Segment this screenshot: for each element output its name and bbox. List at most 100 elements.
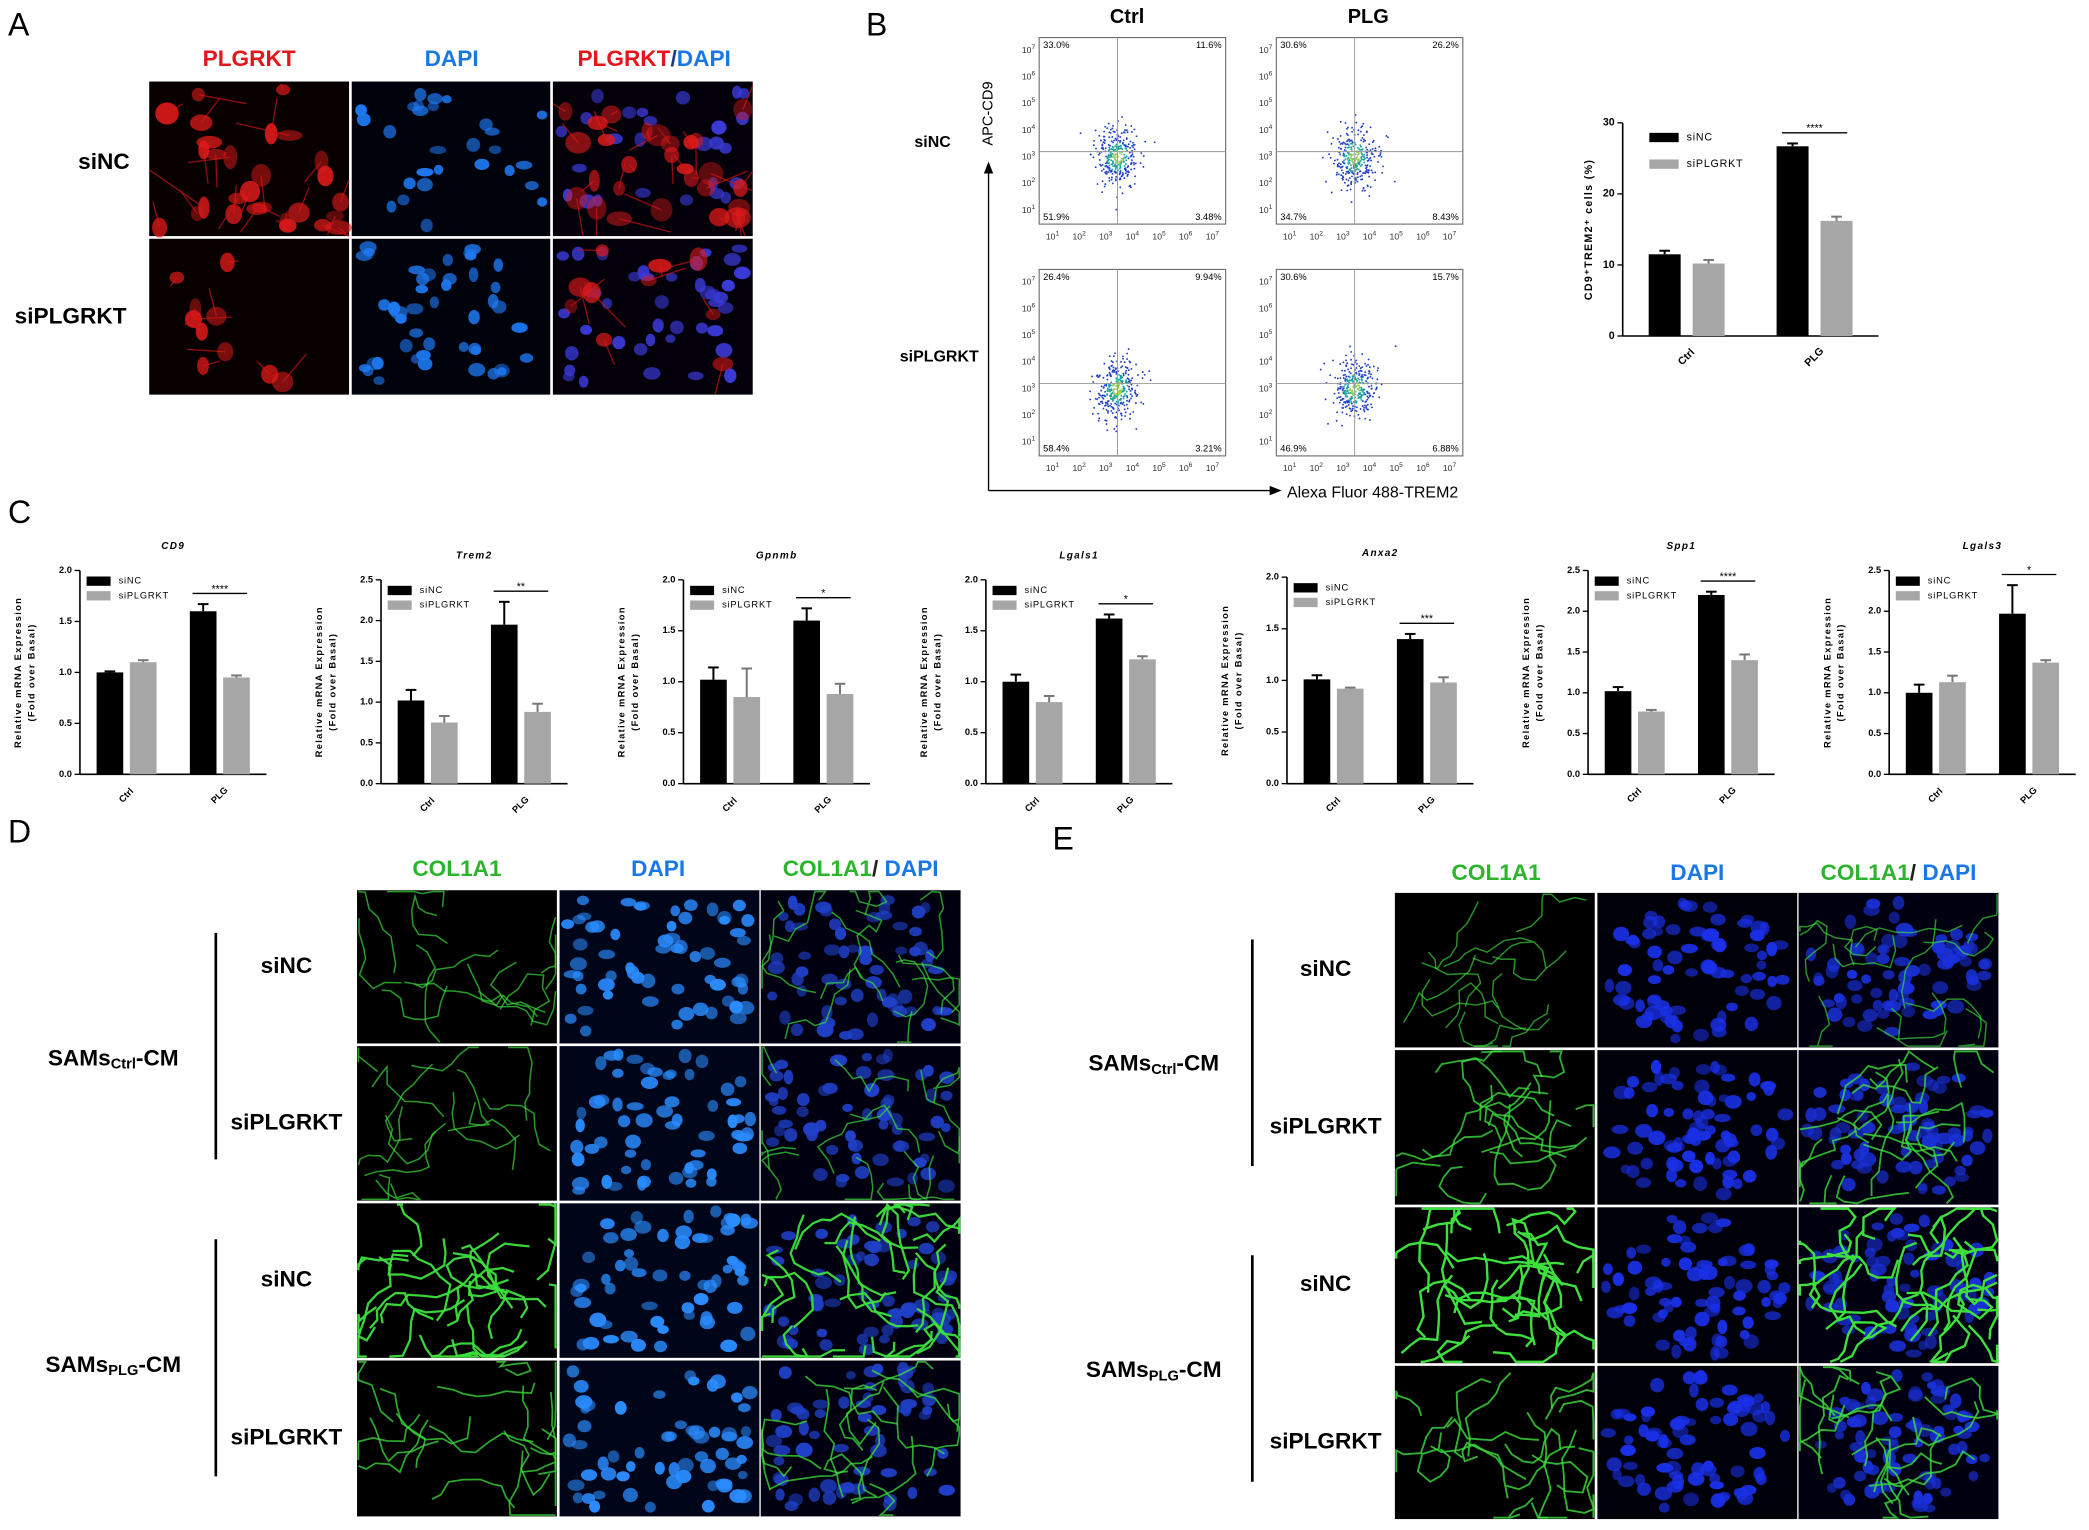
event: [1342, 387, 1345, 390]
event: [1351, 130, 1354, 133]
event: [1110, 140, 1113, 143]
nucleus: [707, 325, 724, 337]
event: [1124, 380, 1127, 383]
event: [1346, 134, 1349, 137]
event: [1372, 392, 1375, 395]
y-tick-label: 0.5: [59, 718, 72, 728]
event: [1109, 154, 1112, 157]
stain: [314, 218, 332, 232]
event: [1345, 170, 1348, 173]
event: [1359, 175, 1362, 178]
event: [1346, 395, 1349, 398]
event: [1112, 355, 1115, 358]
event: [1097, 402, 1100, 405]
x-tick-label: 101: [1046, 462, 1060, 474]
nucleus: [633, 901, 650, 911]
event: [1350, 395, 1353, 398]
nucleus: [1617, 1475, 1635, 1488]
fiber: [1952, 1050, 1995, 1088]
event: [1349, 170, 1352, 172]
event: [1372, 139, 1375, 142]
tick-base: 10: [1283, 464, 1293, 474]
event: [1130, 154, 1133, 157]
event: [1363, 373, 1366, 376]
event: [1139, 162, 1142, 165]
tick-exponent: 3: [1346, 230, 1350, 237]
nucleus: [941, 1122, 951, 1133]
event: [1108, 355, 1111, 358]
x-tick-label: PLG: [1115, 794, 1136, 815]
bar: [1002, 681, 1030, 784]
fiber: [1493, 1497, 1534, 1519]
fiber: [1967, 1324, 1999, 1364]
tick-base: 10: [1259, 304, 1269, 314]
event: [1368, 143, 1371, 146]
fiber: [1487, 1112, 1577, 1149]
nucleus: [1601, 1280, 1611, 1294]
event: [1141, 371, 1144, 374]
fiber: [1835, 1175, 1910, 1205]
nucleus: [1661, 1257, 1671, 1267]
event: [1361, 137, 1364, 139]
nucleus: [731, 1129, 745, 1140]
event: [1107, 144, 1110, 146]
event: [1101, 191, 1104, 194]
bar: [1697, 594, 1725, 775]
stain: [645, 124, 671, 147]
event: [1131, 144, 1134, 147]
fiber: [521, 1385, 557, 1456]
event: [1355, 166, 1357, 169]
event: [1344, 389, 1347, 392]
nucleus: [1800, 1123, 1814, 1138]
legend-label: siNC: [1326, 582, 1349, 592]
event: [1094, 129, 1097, 132]
y-tick-label: 0.0: [360, 778, 373, 788]
event: [1121, 116, 1124, 118]
event: [1113, 392, 1116, 395]
legend-swatch: [992, 585, 1017, 596]
bar: [793, 620, 821, 784]
event: [1123, 131, 1126, 134]
nucleus: [869, 964, 884, 975]
nucleus: [1717, 1319, 1728, 1335]
fiber: [1517, 1264, 1536, 1346]
y-tick-label: 1.0: [59, 667, 72, 677]
event: [1127, 157, 1130, 160]
legend-swatch: [1649, 159, 1679, 169]
stain: [184, 310, 203, 328]
nucleus: [580, 1025, 592, 1037]
nucleus: [715, 1447, 729, 1461]
fiber: [384, 1063, 434, 1142]
nucleus: [479, 118, 493, 131]
nucleus: [666, 1474, 683, 1490]
y-axis-label: (Fold over Basal): [932, 633, 942, 731]
legend-swatch: [1895, 591, 1920, 601]
nucleus: [575, 1283, 587, 1293]
nucleus: [504, 165, 515, 177]
nucleus: [1675, 1179, 1687, 1188]
tick-exponent: 6: [1189, 230, 1193, 237]
nucleus: [1947, 999, 1965, 1014]
nucleus: [838, 945, 850, 959]
fiber: [882, 1386, 945, 1455]
nucleus: [832, 1444, 849, 1453]
nucleus: [1888, 988, 1899, 1003]
fiber: [1799, 922, 1855, 966]
event: [1132, 141, 1134, 144]
nucleus: [433, 164, 444, 175]
fiber: [908, 1387, 961, 1432]
event: [1354, 176, 1357, 179]
event: [1119, 397, 1122, 400]
panel-label: A: [8, 6, 30, 42]
legend-label: siNC: [1928, 576, 1951, 586]
fiber: [375, 1179, 422, 1201]
quadrant-label: 3.21%: [1195, 444, 1221, 454]
tick-base: 10: [1390, 464, 1400, 474]
event: [1092, 144, 1095, 147]
event: [1118, 392, 1121, 395]
group-label-main: SAMs: [48, 1045, 111, 1070]
event: [1109, 384, 1112, 387]
column-header: DAPI: [631, 856, 685, 881]
nucleus: [1663, 1301, 1674, 1313]
nucleus: [562, 371, 575, 382]
